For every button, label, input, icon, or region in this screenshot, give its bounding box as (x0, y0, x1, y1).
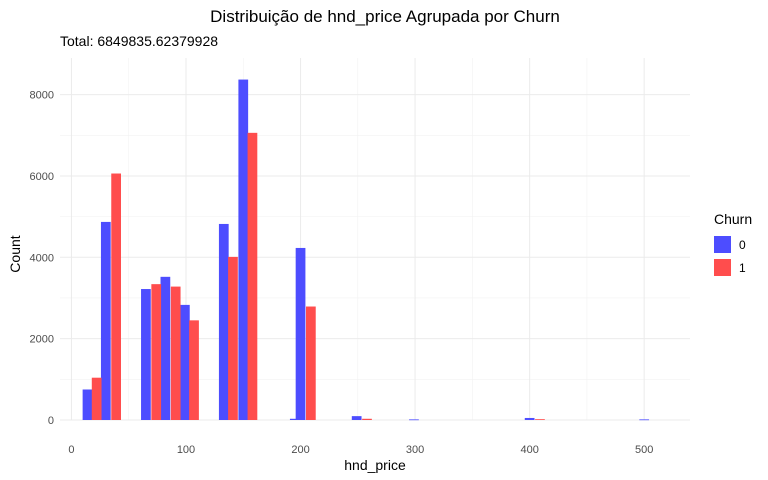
bar-churn-0 (218, 223, 229, 420)
x-axis-ticks: 0 100 200 300 400 500 (68, 444, 653, 456)
bar-churn-0 (179, 304, 190, 420)
legend: Churn 01 (714, 211, 752, 276)
bar-churn-0 (524, 417, 535, 420)
bar-churn-0 (238, 79, 249, 420)
y-axis-title: Count (7, 235, 23, 272)
legend-swatch-churn-0 (714, 236, 731, 253)
y-tick-label: 6000 (30, 171, 54, 183)
legend-items: 01 (714, 236, 746, 276)
x-tick-label: 300 (406, 444, 424, 456)
bar-churn-0 (295, 247, 306, 420)
bar-churn-0 (639, 419, 650, 421)
bar-churn-1 (151, 284, 162, 420)
bar-churn-1 (228, 256, 238, 420)
x-tick-label: 100 (177, 444, 195, 456)
bar-churn-1 (362, 418, 372, 420)
bar-churn-1 (247, 132, 258, 420)
bar-churn-1 (91, 377, 102, 420)
bar-churn-1 (535, 419, 545, 420)
chart-title: Distribuição de hnd_price Agrupada por C… (210, 7, 560, 26)
x-tick-label: 400 (520, 444, 538, 456)
y-axis-ticks: 0 2000 4000 6000 8000 (30, 90, 54, 427)
legend-swatch-churn-1 (714, 259, 731, 276)
x-tick-label: 0 (68, 444, 74, 456)
x-tick-label: 200 (291, 444, 309, 456)
bar-churn-1 (170, 286, 181, 420)
bar-churn-0 (100, 221, 111, 420)
bar-churn-0 (289, 418, 300, 420)
bar-churn-0 (141, 289, 151, 420)
bar-churn-1 (189, 320, 199, 420)
bar-churn-0 (160, 276, 171, 420)
legend-title: Churn (714, 211, 752, 227)
bar-churn-0 (351, 416, 362, 420)
legend-label-churn-0: 0 (739, 238, 746, 252)
bar-churn-0 (409, 419, 419, 421)
y-tick-label: 2000 (30, 334, 54, 346)
legend-label-churn-1: 1 (739, 261, 746, 275)
bar-churn-0 (82, 389, 93, 420)
y-tick-label: 0 (48, 415, 54, 427)
chart-subtitle: Total: 6849835.62379928 (60, 33, 218, 49)
x-axis-title: hnd_price (344, 457, 406, 473)
x-tick-label: 500 (635, 444, 653, 456)
bar-churn-1 (305, 306, 316, 420)
bar-churn-1 (111, 173, 121, 420)
bars (82, 79, 650, 421)
y-tick-label: 8000 (30, 90, 54, 102)
y-tick-label: 4000 (30, 252, 54, 264)
